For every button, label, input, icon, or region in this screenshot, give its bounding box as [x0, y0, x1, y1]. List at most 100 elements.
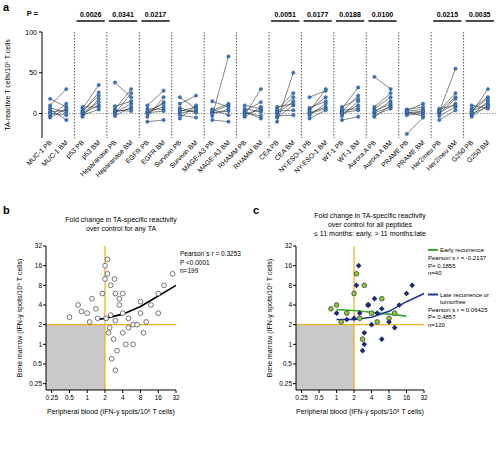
- y-tick-label: 0.5: [283, 360, 292, 367]
- pb-dot: [81, 105, 84, 108]
- x-tick-label: 2: [352, 394, 356, 401]
- y-tick: [293, 324, 296, 325]
- stats: Pearson´s r = -0.2137: [428, 255, 487, 261]
- point: [135, 322, 140, 327]
- point: [93, 306, 98, 311]
- pair-line: [310, 89, 326, 111]
- point: [113, 291, 118, 296]
- point: [117, 303, 122, 308]
- bm-dot: [194, 111, 197, 114]
- pair-line: [50, 99, 66, 107]
- bm-dot: [227, 113, 230, 116]
- panel-letter: a: [3, 1, 10, 13]
- pb-dot: [373, 75, 376, 78]
- y-tick-label: 16: [35, 262, 43, 269]
- pair-line: [115, 107, 131, 116]
- bm-dot: [324, 89, 327, 92]
- point: [141, 330, 146, 335]
- p-value: 0.0100: [372, 11, 394, 18]
- pair-line: [180, 97, 196, 108]
- point: [386, 319, 392, 325]
- point: [361, 330, 367, 336]
- pair-line: [374, 97, 390, 108]
- title: over control for all peptides: [328, 221, 413, 229]
- pair-line: [180, 105, 196, 118]
- point: [374, 310, 380, 316]
- pair-line: [83, 99, 99, 117]
- pb-dot: [340, 118, 343, 121]
- pair-line: [472, 89, 488, 113]
- x-tick: [319, 390, 320, 393]
- bm-dot: [454, 67, 457, 70]
- pb-dot: [178, 113, 181, 116]
- p-label: P =: [27, 9, 39, 18]
- pb-dot: [243, 110, 246, 113]
- point: [87, 320, 92, 325]
- pb-dot: [470, 104, 473, 107]
- bm-dot: [194, 94, 197, 97]
- point: [126, 316, 131, 321]
- pb-dot: [373, 113, 376, 116]
- pair-line: [310, 110, 326, 118]
- point: [379, 306, 385, 312]
- pb-dot: [470, 115, 473, 118]
- point: [138, 311, 143, 316]
- point: [138, 299, 143, 304]
- pb-dot: [308, 106, 311, 109]
- bm-dot: [97, 100, 100, 103]
- bm-dot: [129, 96, 132, 99]
- bm-dot: [356, 86, 359, 89]
- point: [148, 303, 153, 308]
- stats: P= 0.4857: [428, 314, 456, 320]
- x-tick-label: 4: [121, 394, 125, 401]
- pair-line: [277, 115, 293, 117]
- x-tick: [87, 390, 88, 393]
- p-value: 0.0215: [437, 11, 459, 18]
- pair-line: [277, 97, 293, 112]
- bm-dot: [227, 55, 230, 58]
- pb-dot: [438, 109, 441, 112]
- x-tick-label: 16: [155, 394, 163, 401]
- point: [108, 283, 113, 288]
- point: [111, 337, 116, 342]
- group-separator: [366, 32, 367, 138]
- pair-line: [212, 56, 228, 116]
- pb-dot: [146, 115, 149, 118]
- bm-dot: [194, 110, 197, 113]
- y-tick: [39, 113, 42, 114]
- bm-dot: [65, 118, 68, 121]
- pb-dot: [340, 114, 343, 117]
- pair-line: [212, 101, 228, 107]
- title: over control for any TA: [86, 225, 156, 233]
- point: [392, 325, 398, 331]
- pb-dot: [211, 108, 214, 111]
- pair-line: [342, 117, 358, 120]
- point: [329, 306, 334, 311]
- bm-dot: [389, 102, 392, 105]
- bm-dot: [97, 94, 100, 97]
- y-tick: [293, 265, 296, 266]
- bm-dot: [162, 89, 165, 92]
- point: [351, 316, 357, 322]
- point: [392, 311, 397, 316]
- x-tick-label: 0.25: [295, 394, 308, 401]
- x-tick: [158, 390, 159, 393]
- pair-line: [277, 104, 293, 107]
- pair-line: [439, 93, 455, 110]
- y-tick: [293, 285, 296, 286]
- pb-dot: [113, 112, 116, 115]
- bm-dot: [194, 104, 197, 107]
- y-axis: [296, 246, 297, 390]
- y-label: TA-reactive T cells/10⁵ T cells: [4, 39, 11, 131]
- pb-dot: [178, 109, 181, 112]
- point: [85, 311, 90, 316]
- y-tick: [43, 383, 46, 384]
- pair-line: [115, 89, 131, 109]
- y-tick-label: 1: [38, 341, 42, 348]
- pb-dot: [405, 110, 408, 113]
- pair-line: [439, 110, 455, 120]
- y-tick-label: 50: [29, 69, 37, 76]
- pair-line: [83, 107, 99, 108]
- group-separator: [301, 32, 302, 138]
- pb-dot: [178, 102, 181, 105]
